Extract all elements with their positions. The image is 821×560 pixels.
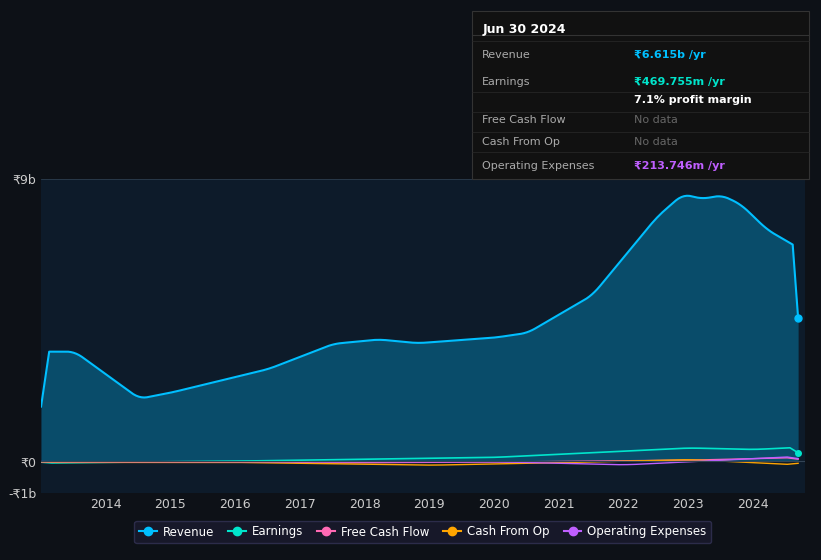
- Text: ₹213.746m /yr: ₹213.746m /yr: [634, 161, 724, 171]
- Text: ₹469.755m /yr: ₹469.755m /yr: [634, 77, 724, 87]
- Text: Revenue: Revenue: [482, 50, 531, 60]
- Text: Operating Expenses: Operating Expenses: [482, 161, 594, 171]
- Text: No data: No data: [634, 137, 677, 147]
- Text: ₹6.615b /yr: ₹6.615b /yr: [634, 50, 705, 60]
- Text: Earnings: Earnings: [482, 77, 530, 87]
- Text: Free Cash Flow: Free Cash Flow: [482, 115, 566, 125]
- Text: Jun 30 2024: Jun 30 2024: [482, 23, 566, 36]
- FancyBboxPatch shape: [472, 11, 809, 179]
- Text: 7.1% profit margin: 7.1% profit margin: [634, 95, 751, 105]
- Text: No data: No data: [634, 115, 677, 125]
- Legend: Revenue, Earnings, Free Cash Flow, Cash From Op, Operating Expenses: Revenue, Earnings, Free Cash Flow, Cash …: [135, 521, 711, 543]
- Text: Cash From Op: Cash From Op: [482, 137, 560, 147]
